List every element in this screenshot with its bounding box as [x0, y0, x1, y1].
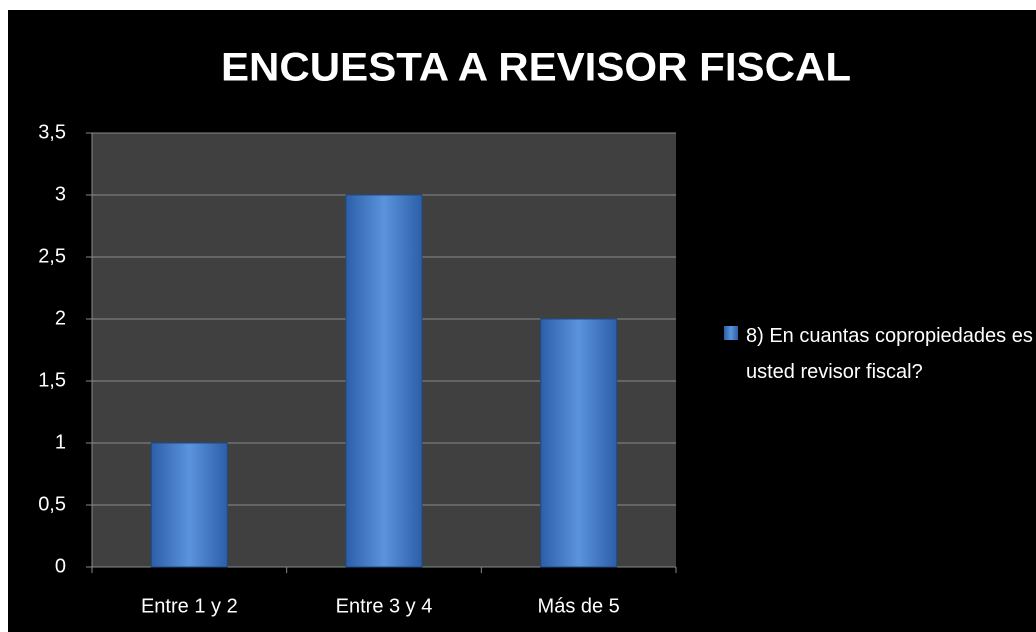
- chart-title: ENCUESTA A REVISOR FISCAL: [221, 46, 851, 90]
- x-tick-label: Entre 3 y 4: [336, 595, 433, 617]
- y-tick-label: 3: [55, 183, 66, 205]
- x-tick-label: Entre 1 y 2: [141, 595, 238, 617]
- y-tick-label: 2: [55, 307, 66, 329]
- y-tick-label: 1,5: [38, 369, 66, 391]
- legend-marker: [724, 326, 738, 340]
- y-tick-label: 0: [55, 555, 66, 577]
- bar: [345, 194, 423, 568]
- x-tick-label: Más de 5: [538, 595, 620, 617]
- y-tick-label: 3,5: [38, 121, 66, 143]
- y-tick-label: 2,5: [38, 245, 66, 267]
- legend-label: 8) En cuantas copropiedades es usted rev…: [746, 325, 1033, 383]
- y-tick-label: 1: [55, 431, 66, 453]
- bar: [150, 442, 228, 568]
- y-tick-label: 0,5: [38, 493, 66, 515]
- bar: [540, 318, 618, 568]
